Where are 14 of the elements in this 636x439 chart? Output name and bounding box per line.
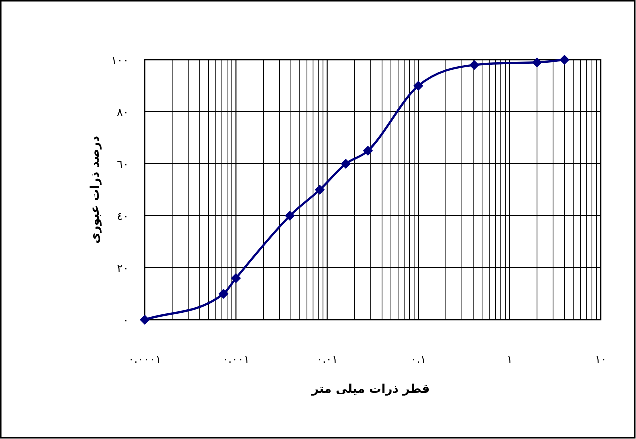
x-tick-label: ٠.٠٠٠١ xyxy=(128,353,162,366)
x-tick-label: ١٠ xyxy=(595,353,607,366)
y-axis-title: درصد ذرات عبوری xyxy=(88,136,102,244)
y-tick-label: ٨٠ xyxy=(117,106,129,119)
x-tick-label: ٠.١ xyxy=(410,353,426,366)
y-tick-label: ٦٠ xyxy=(117,158,129,171)
y-tick-label: ٠ xyxy=(123,314,129,327)
x-tick-label: ٠.٠١ xyxy=(316,353,338,366)
y-tick-label: ١٠٠ xyxy=(111,54,129,67)
y-tick-label: ٤٠ xyxy=(117,210,129,223)
x-tick-label: ٠.٠٠١ xyxy=(222,353,250,366)
x-axis-title: قطر ذرات میلی متر xyxy=(311,382,430,396)
y-tick-label: ٢٠ xyxy=(117,262,129,275)
x-tick-label: ١ xyxy=(506,353,513,366)
